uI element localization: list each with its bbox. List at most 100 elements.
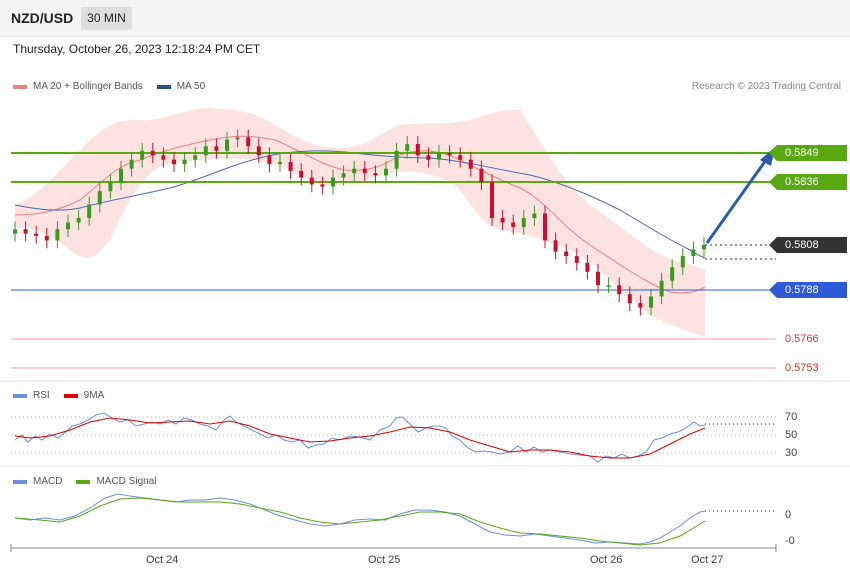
candle-body <box>521 217 526 227</box>
bollinger-band <box>15 108 705 337</box>
candle-body <box>76 217 81 223</box>
legend-macd: MACD <box>13 476 62 487</box>
candle-body <box>511 222 516 227</box>
candle-body <box>214 146 219 151</box>
candle-body <box>140 150 145 160</box>
candle-body <box>373 173 378 176</box>
candle-body <box>532 213 537 218</box>
legend-macd-signal-label: MACD Signal <box>96 476 157 487</box>
legend-ma20: MA 20 + Bollinger Bands <box>13 81 143 92</box>
candle-body <box>288 161 293 171</box>
candle-body <box>458 155 463 160</box>
price-legend: MA 20 + Bollinger Bands MA 50 <box>13 81 219 92</box>
candle-body <box>97 191 102 205</box>
candle-body <box>638 303 643 308</box>
candle-body <box>627 294 632 304</box>
legend-rsi-ma: 9MA <box>63 390 105 401</box>
price-tag-s1: 0.5788 <box>769 282 847 298</box>
candle-body <box>649 296 653 308</box>
candle-body <box>670 267 675 281</box>
legend-macd-label: MACD <box>33 476 63 487</box>
rsi-line <box>14 412 706 463</box>
candle-body <box>659 280 664 297</box>
candle-body <box>309 177 314 185</box>
macd-signal-swatch <box>76 479 91 484</box>
candle-body <box>203 146 208 156</box>
legend-rsi: RSI <box>13 390 50 401</box>
candle-body <box>384 168 388 176</box>
rsi-legend: RSI 9MA <box>13 390 118 401</box>
candle-body <box>108 182 113 192</box>
candle-body <box>680 256 685 268</box>
candle-body <box>479 168 484 183</box>
rsi-ma-swatch <box>63 393 78 398</box>
candle-body <box>278 161 282 165</box>
ma50-line <box>14 150 706 259</box>
candle-body <box>617 285 622 295</box>
candle-body <box>44 235 49 241</box>
candle-body <box>500 217 505 223</box>
macd-level-0: 0 <box>785 509 792 521</box>
rsi-level-50: 50 <box>785 429 798 441</box>
timeframe-button[interactable]: 30 MIN <box>81 7 132 30</box>
price-text-s2: 0.5766 <box>785 333 819 345</box>
macd-level-neg: -0 <box>785 535 795 547</box>
candle-body <box>352 168 357 174</box>
candle-body <box>267 155 272 165</box>
candle-body <box>331 177 335 187</box>
price-tag-r1: 0.5836 <box>769 174 847 190</box>
candle-body <box>34 233 39 236</box>
macd-legend: MACD MACD Signal <box>13 476 170 487</box>
candle-body <box>172 159 176 165</box>
price-tag-r1-label: 0.5836 <box>785 176 819 188</box>
copyright-text: Research © 2023 Trading Central <box>691 81 841 92</box>
price-tag-s1-label: 0.5788 <box>785 284 819 296</box>
forecast-arrow <box>705 159 768 244</box>
candle-body <box>394 150 399 169</box>
candle-body <box>235 137 240 140</box>
candle-body <box>405 144 410 151</box>
ma20-swatch <box>13 84 27 89</box>
candle-body <box>119 168 123 183</box>
x-label-oct26: Oct 26 <box>590 554 623 566</box>
legend-ma50: MA 50 <box>156 81 205 92</box>
candle-body <box>447 153 452 156</box>
candle-body <box>150 150 155 156</box>
rsi-swatch <box>13 393 27 398</box>
candle-body <box>55 229 60 241</box>
candle-body <box>87 204 92 218</box>
candles-group <box>13 129 706 316</box>
rsi-level-30: 30 <box>785 447 798 459</box>
candle-body <box>585 262 590 272</box>
candle-body <box>702 244 706 250</box>
legend-rsi-ma-label: 9MA <box>83 390 105 401</box>
ma50-swatch <box>156 84 171 89</box>
candle-body <box>225 139 229 151</box>
price-tag-r2-label: 0.5849 <box>785 147 819 159</box>
candle-body <box>564 251 569 257</box>
candle-body <box>606 285 611 287</box>
candle-body <box>490 182 494 218</box>
candle-body <box>341 173 346 178</box>
symbol-title: NZD/USD <box>11 10 74 26</box>
candle-body <box>129 159 134 169</box>
candle-body <box>182 159 187 165</box>
macd-signal-line <box>14 497 706 546</box>
candle-body <box>437 153 441 160</box>
price-tag-current-label: 0.5808 <box>785 239 819 251</box>
candle-body <box>596 271 600 286</box>
top-bar: NZD/USD 30 MIN <box>0 0 850 37</box>
x-label-oct25: Oct 25 <box>368 554 401 566</box>
candle-body <box>415 144 420 156</box>
legend-macd-signal: MACD Signal <box>76 476 156 487</box>
legend-ma20-label: MA 20 + Bollinger Bands <box>33 81 143 92</box>
rsi-level-70: 70 <box>785 411 798 423</box>
macd-line <box>14 493 706 545</box>
candle-body <box>691 249 696 257</box>
macd-swatch <box>13 479 27 484</box>
candle-body <box>246 137 251 147</box>
candle-body <box>299 170 304 178</box>
rsi-ma-line <box>14 417 706 459</box>
candle-body <box>193 155 198 160</box>
